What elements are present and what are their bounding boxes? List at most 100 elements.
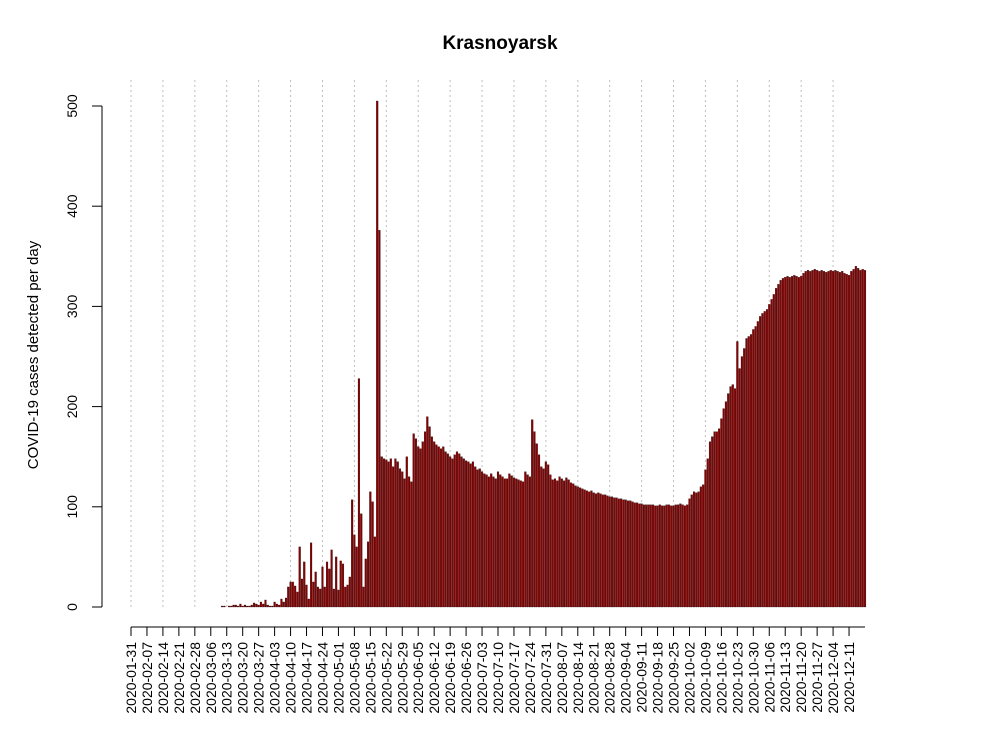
bar xyxy=(362,586,365,608)
bar xyxy=(731,384,734,608)
x-tick-label: 2020-12-11 xyxy=(841,642,857,713)
bar xyxy=(663,505,666,608)
bar xyxy=(631,501,634,608)
bar xyxy=(446,453,449,608)
bar xyxy=(651,504,655,608)
bar xyxy=(490,473,493,608)
bar xyxy=(451,458,454,608)
bar xyxy=(533,431,536,608)
x-tick-label: 2020-09-25 xyxy=(666,642,682,714)
bar xyxy=(693,491,696,608)
x-tick-label: 2020-08-28 xyxy=(602,642,618,714)
bar xyxy=(640,503,643,608)
bar xyxy=(341,563,345,608)
bar xyxy=(793,275,796,608)
bar xyxy=(544,461,547,608)
bar xyxy=(419,448,422,608)
bar xyxy=(300,578,303,608)
bar xyxy=(743,348,746,608)
bar xyxy=(777,284,780,608)
bar xyxy=(501,476,504,608)
bar xyxy=(845,274,848,608)
x-tick-label: 2020-07-10 xyxy=(490,642,506,714)
bar xyxy=(786,276,789,608)
bar xyxy=(654,505,657,608)
bar-series xyxy=(221,100,867,608)
bar xyxy=(257,604,260,608)
bar xyxy=(282,601,285,608)
bar xyxy=(720,418,723,608)
x-tick-label: 2020-10-09 xyxy=(697,642,713,714)
bar xyxy=(405,456,408,608)
bar xyxy=(398,468,402,608)
bar xyxy=(811,270,814,608)
x-tick-label: 2020-06-26 xyxy=(458,642,474,714)
bar xyxy=(275,603,278,608)
bar xyxy=(688,498,691,608)
bar xyxy=(672,505,675,608)
x-axis: 2020-01-31 2020-02-07 2020-02-14 2020-02-21… xyxy=(123,626,865,714)
bar xyxy=(312,581,315,608)
bar xyxy=(838,272,841,608)
bar xyxy=(339,560,342,608)
bar xyxy=(813,269,816,608)
bar xyxy=(836,271,839,608)
bar xyxy=(444,451,447,608)
bar xyxy=(781,278,784,608)
x-tick-label: 2020-05-15 xyxy=(362,642,378,714)
bar xyxy=(569,482,572,608)
bar xyxy=(465,460,468,608)
bar xyxy=(542,468,545,608)
bar xyxy=(816,270,819,608)
bar xyxy=(745,338,748,608)
bar xyxy=(848,275,851,608)
bar xyxy=(506,478,509,608)
bar xyxy=(269,605,272,608)
bar xyxy=(259,601,262,608)
bar xyxy=(547,464,550,608)
bar xyxy=(414,438,417,608)
bar xyxy=(820,270,823,608)
bar xyxy=(711,436,714,608)
bar xyxy=(234,604,237,608)
bar xyxy=(734,388,737,608)
bar xyxy=(271,605,274,608)
bar xyxy=(601,494,604,608)
bar xyxy=(642,504,645,608)
y-tick-label: 100 xyxy=(64,495,80,519)
bar xyxy=(353,534,356,608)
y-tick-label: 400 xyxy=(64,194,80,218)
bar xyxy=(713,431,716,608)
bar xyxy=(667,504,670,608)
bar xyxy=(754,326,757,608)
x-tick-label: 2020-09-18 xyxy=(650,642,666,714)
bar xyxy=(615,497,618,608)
bar xyxy=(485,474,488,608)
bar xyxy=(861,269,864,608)
x-tick-label: 2020-10-16 xyxy=(713,642,729,714)
bar xyxy=(248,605,251,608)
bar xyxy=(424,431,427,608)
bar xyxy=(481,471,484,608)
bar xyxy=(592,492,595,608)
x-tick-label: 2020-10-30 xyxy=(745,642,761,714)
bar xyxy=(266,604,269,608)
bar xyxy=(332,588,335,608)
bar xyxy=(369,491,372,608)
x-tick-label: 2020-06-19 xyxy=(442,642,458,714)
bar xyxy=(474,466,477,608)
bar xyxy=(469,463,472,608)
bar xyxy=(832,271,835,608)
bar xyxy=(574,485,577,608)
bar xyxy=(519,480,522,608)
bar xyxy=(649,504,652,608)
bar xyxy=(765,309,769,608)
bar xyxy=(284,597,288,608)
bar xyxy=(287,586,290,608)
x-tick-label: 2020-08-07 xyxy=(554,642,570,714)
bar xyxy=(364,558,367,608)
x-tick-label: 2020-10-02 xyxy=(681,642,697,714)
x-tick-label: 2020-08-21 xyxy=(586,642,602,714)
bar xyxy=(522,481,525,608)
bar xyxy=(412,433,415,608)
